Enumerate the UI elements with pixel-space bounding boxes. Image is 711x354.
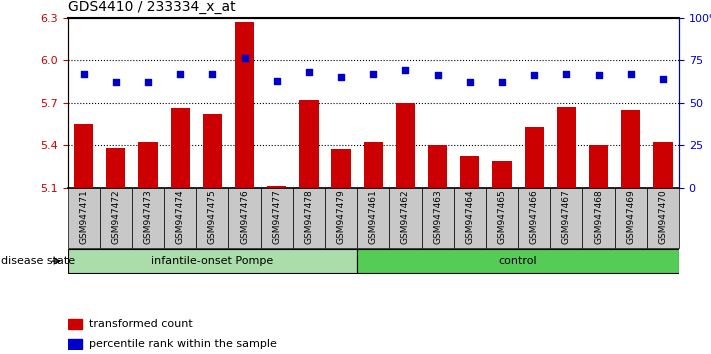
Text: GSM947464: GSM947464 <box>465 189 474 244</box>
Bar <box>228 188 261 248</box>
Point <box>432 73 444 78</box>
Bar <box>621 110 641 188</box>
Text: GSM947465: GSM947465 <box>498 189 506 244</box>
Bar <box>357 188 390 248</box>
Text: GSM947476: GSM947476 <box>240 189 249 244</box>
Bar <box>68 319 82 329</box>
Bar <box>235 22 255 188</box>
Point <box>561 71 572 76</box>
Point <box>303 69 314 75</box>
Text: GSM947468: GSM947468 <box>594 189 603 244</box>
Bar <box>390 188 422 248</box>
Bar <box>293 188 325 248</box>
Text: GSM947478: GSM947478 <box>304 189 314 244</box>
Text: GSM947474: GSM947474 <box>176 189 185 244</box>
Bar <box>557 107 576 188</box>
Text: GSM947475: GSM947475 <box>208 189 217 244</box>
Bar <box>106 148 125 188</box>
Bar <box>653 142 673 188</box>
Text: GDS4410 / 233334_x_at: GDS4410 / 233334_x_at <box>68 0 235 14</box>
Point <box>142 79 154 85</box>
Bar <box>460 156 479 188</box>
Point <box>528 73 540 78</box>
Text: GSM947472: GSM947472 <box>112 189 120 244</box>
Bar <box>203 114 222 188</box>
Point <box>239 56 250 61</box>
Bar <box>100 188 132 248</box>
Bar <box>525 127 544 188</box>
Point <box>657 76 668 82</box>
Bar <box>331 149 351 188</box>
Point <box>593 73 604 78</box>
Bar <box>428 145 447 188</box>
Bar <box>139 142 158 188</box>
Text: transformed count: transformed count <box>89 319 193 329</box>
Point <box>400 68 411 73</box>
Bar <box>299 100 319 188</box>
Point <box>625 71 636 76</box>
Text: GSM947477: GSM947477 <box>272 189 282 244</box>
Bar <box>196 188 228 248</box>
Bar <box>68 249 357 273</box>
Bar <box>68 188 100 248</box>
Point <box>496 79 508 85</box>
Point <box>271 78 282 84</box>
Bar <box>171 108 190 188</box>
Text: GSM947471: GSM947471 <box>79 189 88 244</box>
Bar <box>518 188 550 248</box>
Text: GSM947461: GSM947461 <box>369 189 378 244</box>
Point <box>464 79 476 85</box>
Bar <box>422 188 454 248</box>
Point <box>336 74 347 80</box>
Bar <box>589 145 608 188</box>
Bar <box>357 249 679 273</box>
Bar <box>74 124 93 188</box>
Bar <box>647 188 679 248</box>
Bar <box>132 188 164 248</box>
Point <box>368 71 379 76</box>
Bar <box>267 186 287 188</box>
Text: GSM947463: GSM947463 <box>433 189 442 244</box>
Bar <box>396 103 415 188</box>
Text: GSM947473: GSM947473 <box>144 189 152 244</box>
Point <box>207 71 218 76</box>
Text: GSM947470: GSM947470 <box>658 189 668 244</box>
Text: control: control <box>499 256 538 266</box>
Bar <box>550 188 582 248</box>
Bar <box>164 188 196 248</box>
Point <box>110 79 122 85</box>
Point <box>78 71 90 76</box>
Text: GSM947479: GSM947479 <box>336 189 346 244</box>
Text: percentile rank within the sample: percentile rank within the sample <box>89 339 277 349</box>
Bar <box>614 188 647 248</box>
Bar <box>68 339 82 349</box>
Bar <box>486 188 518 248</box>
Bar <box>454 188 486 248</box>
Point <box>174 71 186 76</box>
Bar <box>582 188 614 248</box>
Text: infantile-onset Pompe: infantile-onset Pompe <box>151 256 274 266</box>
Bar <box>363 142 383 188</box>
Text: GSM947466: GSM947466 <box>530 189 539 244</box>
Bar <box>261 188 293 248</box>
Text: GSM947467: GSM947467 <box>562 189 571 244</box>
Text: GSM947469: GSM947469 <box>626 189 635 244</box>
Text: disease state: disease state <box>1 256 75 266</box>
Bar <box>325 188 357 248</box>
Text: GSM947462: GSM947462 <box>401 189 410 244</box>
Bar <box>492 161 512 188</box>
